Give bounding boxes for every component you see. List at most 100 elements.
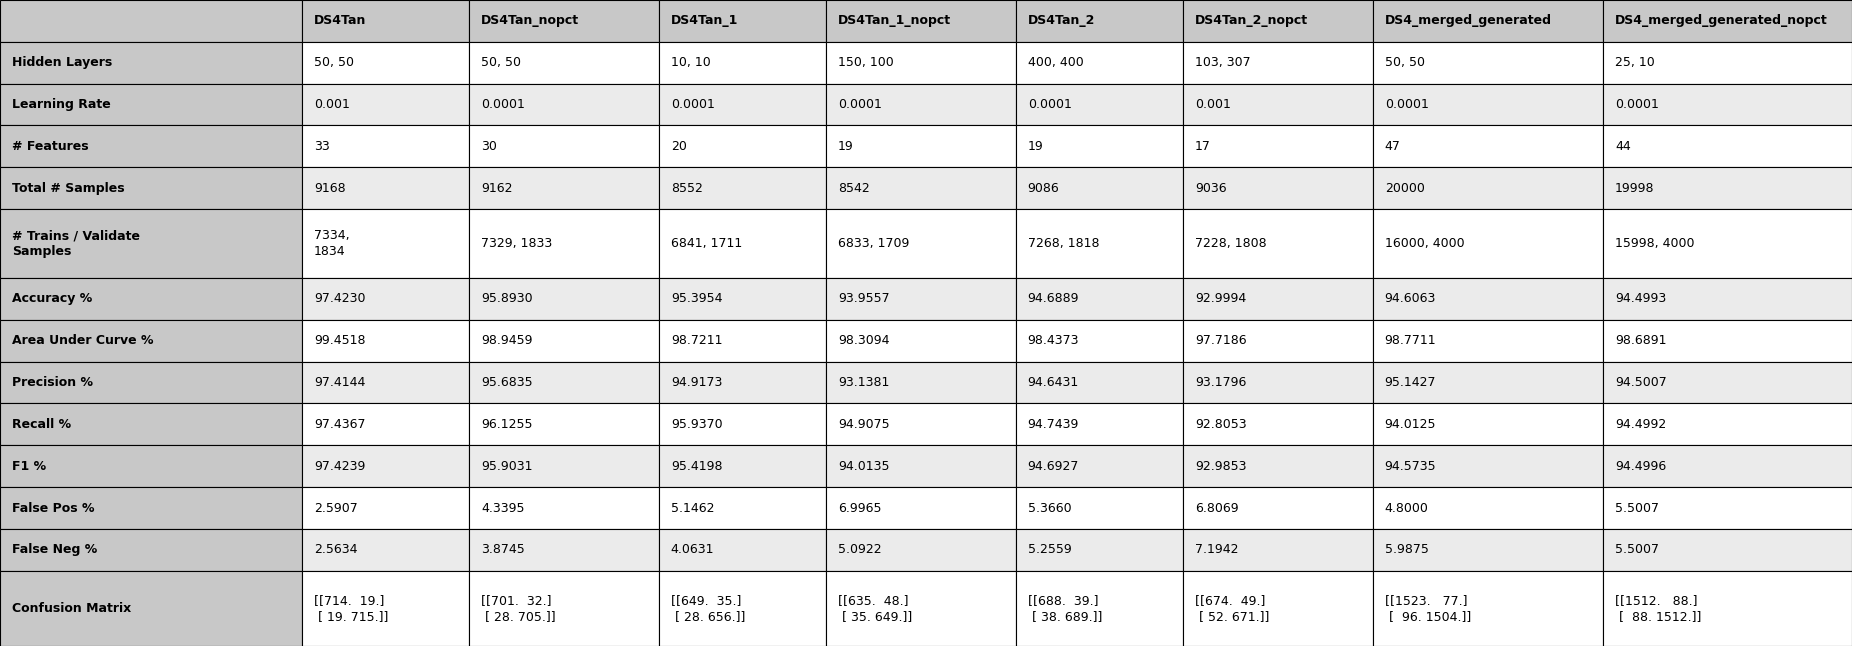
Bar xyxy=(1604,362,1852,404)
Bar xyxy=(659,125,826,167)
Text: 7.1942: 7.1942 xyxy=(1195,543,1239,556)
Text: 94.6927: 94.6927 xyxy=(1028,460,1080,473)
Text: DS4Tan: DS4Tan xyxy=(313,14,367,27)
Text: 95.4198: 95.4198 xyxy=(670,460,722,473)
Text: 50, 50: 50, 50 xyxy=(1385,56,1424,69)
Text: 0.0001: 0.0001 xyxy=(670,98,715,111)
Bar xyxy=(1015,209,1183,278)
Bar xyxy=(1015,83,1183,125)
Text: 94.9173: 94.9173 xyxy=(670,376,722,389)
Bar xyxy=(659,445,826,487)
Bar xyxy=(302,570,469,646)
Text: 98.7711: 98.7711 xyxy=(1385,334,1437,348)
Text: 94.4993: 94.4993 xyxy=(1615,293,1667,306)
Text: 4.3395: 4.3395 xyxy=(482,501,524,514)
Bar xyxy=(1604,167,1852,209)
Bar xyxy=(1372,487,1604,529)
Bar xyxy=(659,83,826,125)
Bar xyxy=(1015,445,1183,487)
Bar xyxy=(1015,0,1183,42)
Text: 95.6835: 95.6835 xyxy=(482,376,533,389)
Text: [[714.  19.]
 [ 19. 715.]]: [[714. 19.] [ 19. 715.]] xyxy=(313,594,389,623)
Text: 19: 19 xyxy=(839,140,854,153)
Bar xyxy=(302,487,469,529)
Bar xyxy=(1183,278,1372,320)
Text: # Trains / Validate
Samples: # Trains / Validate Samples xyxy=(11,229,141,258)
Text: 0.0001: 0.0001 xyxy=(1028,98,1072,111)
Text: Hidden Layers: Hidden Layers xyxy=(11,56,113,69)
Bar xyxy=(469,570,659,646)
Bar xyxy=(0,529,302,570)
Bar xyxy=(826,529,1015,570)
Bar xyxy=(826,445,1015,487)
Text: 9086: 9086 xyxy=(1028,182,1059,194)
Bar xyxy=(1183,42,1372,83)
Bar xyxy=(1183,404,1372,445)
Bar xyxy=(1183,83,1372,125)
Bar xyxy=(469,0,659,42)
Text: 3.8745: 3.8745 xyxy=(482,543,524,556)
Bar xyxy=(302,320,469,362)
Text: Recall %: Recall % xyxy=(11,418,70,431)
Bar xyxy=(659,209,826,278)
Text: 94.9075: 94.9075 xyxy=(839,418,889,431)
Bar xyxy=(0,42,302,83)
Bar xyxy=(1604,42,1852,83)
Bar xyxy=(1372,125,1604,167)
Bar xyxy=(1015,570,1183,646)
Text: 98.9459: 98.9459 xyxy=(482,334,533,348)
Bar xyxy=(1183,320,1372,362)
Bar xyxy=(469,362,659,404)
Bar xyxy=(659,0,826,42)
Text: [[701.  32.]
 [ 28. 705.]]: [[701. 32.] [ 28. 705.]] xyxy=(482,594,556,623)
Bar xyxy=(1604,209,1852,278)
Text: [[649.  35.]
 [ 28. 656.]]: [[649. 35.] [ 28. 656.]] xyxy=(670,594,745,623)
Bar xyxy=(659,42,826,83)
Bar xyxy=(1604,529,1852,570)
Text: 6.8069: 6.8069 xyxy=(1195,501,1239,514)
Text: 0.001: 0.001 xyxy=(313,98,350,111)
Bar xyxy=(659,404,826,445)
Text: 30: 30 xyxy=(482,140,496,153)
Text: 97.7186: 97.7186 xyxy=(1195,334,1246,348)
Text: 400, 400: 400, 400 xyxy=(1028,56,1083,69)
Text: 15998, 4000: 15998, 4000 xyxy=(1615,237,1695,250)
Text: 7228, 1808: 7228, 1808 xyxy=(1195,237,1267,250)
Bar xyxy=(1015,320,1183,362)
Bar xyxy=(1372,529,1604,570)
Text: 9036: 9036 xyxy=(1195,182,1226,194)
Text: 97.4144: 97.4144 xyxy=(313,376,365,389)
Bar xyxy=(302,209,469,278)
Bar xyxy=(302,167,469,209)
Bar xyxy=(302,125,469,167)
Bar xyxy=(659,362,826,404)
Text: 97.4230: 97.4230 xyxy=(313,293,365,306)
Bar xyxy=(659,529,826,570)
Bar xyxy=(826,320,1015,362)
Bar xyxy=(826,278,1015,320)
Text: 94.0135: 94.0135 xyxy=(839,460,889,473)
Bar xyxy=(0,0,302,42)
Text: 0.0001: 0.0001 xyxy=(1615,98,1659,111)
Text: 0.0001: 0.0001 xyxy=(482,98,524,111)
Bar xyxy=(0,278,302,320)
Text: 93.1796: 93.1796 xyxy=(1195,376,1246,389)
Text: 92.8053: 92.8053 xyxy=(1195,418,1246,431)
Text: 7329, 1833: 7329, 1833 xyxy=(482,237,552,250)
Text: 6.9965: 6.9965 xyxy=(839,501,882,514)
Bar xyxy=(826,0,1015,42)
Bar xyxy=(826,83,1015,125)
Text: 25, 10: 25, 10 xyxy=(1615,56,1656,69)
Bar xyxy=(469,167,659,209)
Bar xyxy=(0,83,302,125)
Bar xyxy=(0,362,302,404)
Text: 6833, 1709: 6833, 1709 xyxy=(839,237,909,250)
Text: 5.3660: 5.3660 xyxy=(1028,501,1070,514)
Text: Total # Samples: Total # Samples xyxy=(11,182,124,194)
Bar xyxy=(826,570,1015,646)
Text: 2.5907: 2.5907 xyxy=(313,501,357,514)
Text: 94.6063: 94.6063 xyxy=(1385,293,1435,306)
Text: 19998: 19998 xyxy=(1615,182,1654,194)
Bar xyxy=(826,362,1015,404)
Text: F1 %: F1 % xyxy=(11,460,46,473)
